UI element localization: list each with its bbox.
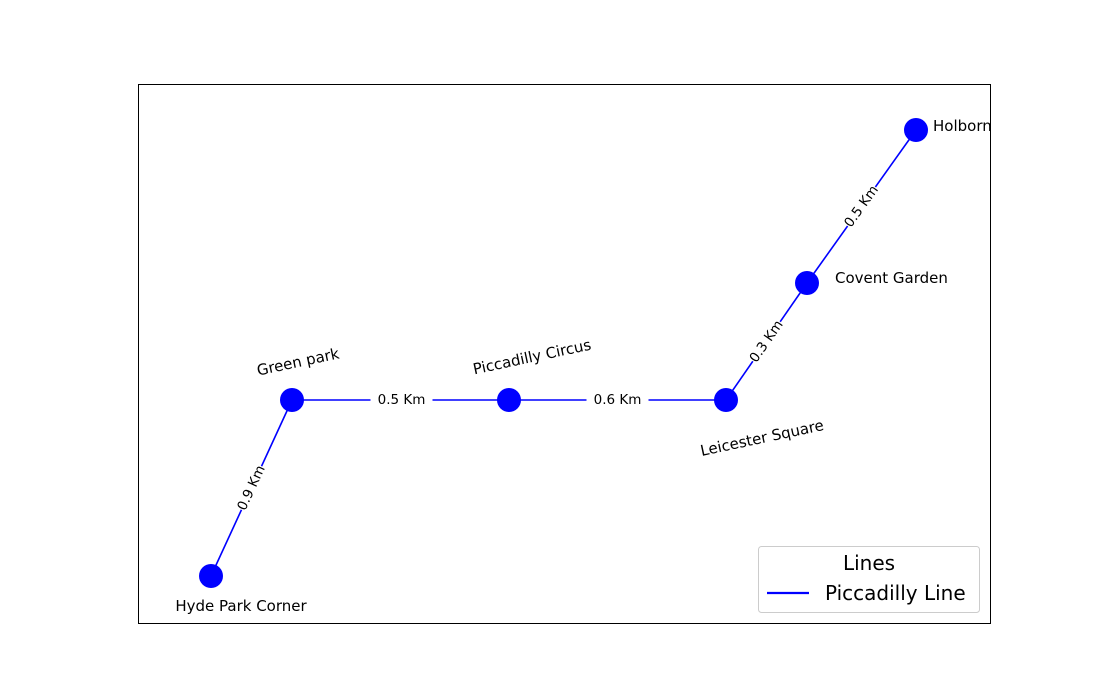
legend-entry-label: Piccadilly Line [825,581,966,605]
station-node-green [280,388,304,412]
plot-frame [138,84,991,624]
distance-label-piccadilly-leicester: 0.6 Km [594,392,642,408]
station-label-hyde: Hyde Park Corner [175,597,307,615]
station-node-leicester [714,388,738,412]
station-label-covent: Covent Garden [835,269,948,287]
station-label-holborn: Holborn [933,117,992,135]
legend-title: Lines [843,551,895,575]
station-node-covent [795,271,819,295]
station-node-holborn [904,118,928,142]
station-node-piccadilly [497,388,521,412]
legend-box [758,546,980,613]
distance-label-green-piccadilly: 0.5 Km [378,392,426,408]
station-nodes [199,118,928,588]
station-node-hyde [199,564,223,588]
legend: Lines Piccadilly Line [758,546,980,613]
